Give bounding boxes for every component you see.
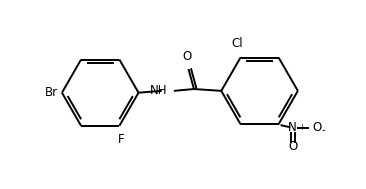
Text: -: - (321, 125, 325, 135)
Text: O: O (313, 121, 322, 134)
Text: +: + (298, 122, 305, 132)
Text: O: O (288, 140, 297, 153)
Text: N: N (288, 121, 297, 134)
Text: Cl: Cl (232, 37, 243, 50)
Text: Br: Br (44, 86, 57, 99)
Text: F: F (118, 133, 124, 146)
Text: NH: NH (150, 84, 168, 97)
Text: O: O (182, 50, 192, 63)
